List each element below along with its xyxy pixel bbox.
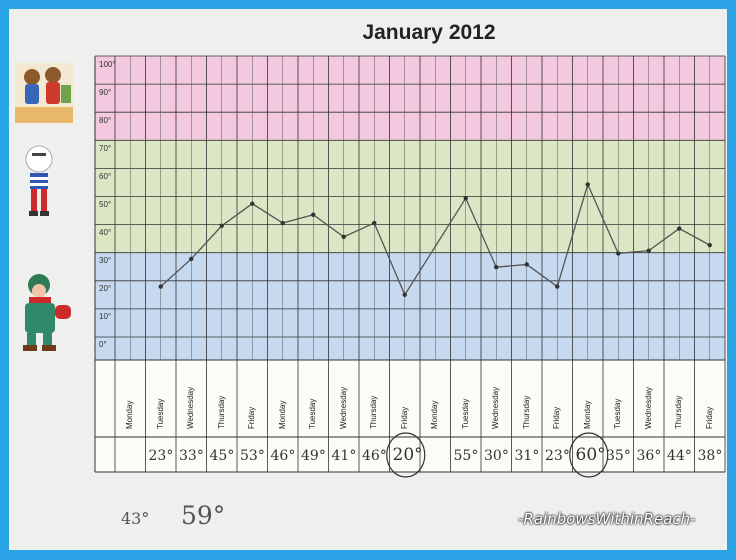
- day-label: Monday: [430, 400, 440, 429]
- temperature-point: [524, 262, 529, 267]
- day-label: Tuesday: [308, 398, 318, 429]
- day-label: Tuesday: [613, 398, 623, 429]
- temperature-point: [585, 182, 590, 187]
- day-label: Thursday: [674, 395, 684, 429]
- day-label: Friday: [399, 406, 409, 429]
- bears-illustration-icon: [15, 63, 73, 123]
- day-label: Wednesday: [338, 386, 348, 429]
- day-label: Friday: [552, 406, 562, 429]
- y-tick-label: 40°: [99, 227, 112, 237]
- y-tick-label: 80°: [99, 115, 112, 125]
- temperature-point: [189, 256, 194, 262]
- reading-label: 30°: [484, 448, 509, 464]
- reading-label: 41°: [331, 448, 357, 464]
- y-tick-label: 60°: [99, 171, 112, 181]
- label-area: [95, 360, 725, 472]
- temperature-point: [707, 242, 712, 248]
- y-tick-label: 90°: [99, 87, 112, 97]
- note-left: 43°: [121, 509, 150, 528]
- day-label: Wednesday: [643, 386, 653, 429]
- y-tick-label: 0°: [99, 339, 107, 349]
- temperature-series-line: [160, 182, 711, 297]
- temperature-point: [219, 223, 224, 228]
- band-hot: [95, 56, 725, 141]
- circle-highlight: [569, 432, 609, 478]
- reading-label: 31°: [514, 448, 540, 464]
- temperature-chart: [94, 55, 726, 478]
- reading-label: 46°: [362, 448, 387, 464]
- reading-label: 55°: [453, 448, 479, 464]
- reading-label: 49°: [301, 448, 326, 464]
- y-tick-label: 30°: [99, 255, 112, 265]
- reading-label: 53°: [240, 448, 265, 464]
- y-tick-label: 100°: [99, 60, 116, 69]
- day-label: Tuesday: [155, 398, 165, 429]
- reading-label: 44°: [667, 448, 692, 464]
- reading-label: 38°: [697, 448, 723, 464]
- reading-label: 46°: [270, 448, 296, 464]
- temperature-point: [463, 196, 468, 201]
- temperature-point: [494, 265, 499, 270]
- temperature-point: [402, 292, 407, 297]
- reading-label: 23°: [148, 448, 174, 464]
- day-label: Friday: [247, 406, 257, 429]
- day-label: Monday: [582, 400, 592, 429]
- reading-label: 36°: [636, 448, 662, 464]
- day-label: Thursday: [521, 395, 531, 429]
- reading-label: 35°: [606, 448, 631, 464]
- temperature-point: [677, 226, 682, 231]
- day-label: Friday: [704, 406, 714, 429]
- temperature-point: [341, 234, 346, 240]
- page-title: January 2012: [362, 21, 496, 44]
- temperature-point: [311, 212, 316, 217]
- watermark: -RainbowsWithinReach-: [518, 510, 696, 528]
- snowman-illustration-icon: [21, 143, 57, 229]
- temperature-point: [372, 220, 377, 226]
- day-label: Monday: [125, 400, 135, 429]
- day-label: Thursday: [216, 395, 226, 429]
- reading-label: 45°: [209, 448, 235, 464]
- temperature-point: [646, 248, 651, 253]
- day-label: Thursday: [369, 395, 379, 429]
- y-tick-label: 10°: [99, 311, 112, 321]
- paper-sheet: January 2012: [9, 9, 727, 550]
- circle-highlight: [386, 432, 426, 478]
- day-label: Wednesday: [491, 386, 501, 429]
- day-label: Tuesday: [460, 398, 470, 429]
- temperature-point: [158, 284, 163, 289]
- temperature-point: [250, 201, 255, 206]
- y-tick-label: 70°: [99, 143, 112, 153]
- winter-child-illustration-icon: [15, 271, 77, 353]
- note-right: 59°: [181, 501, 226, 530]
- temperature-point: [555, 284, 560, 289]
- day-label: Wednesday: [186, 386, 196, 429]
- y-tick-label: 50°: [99, 199, 112, 209]
- band-cool: [95, 252, 725, 360]
- y-tick-label: 20°: [99, 283, 112, 293]
- reading-label: 20°: [392, 445, 423, 465]
- reading-label: 23°: [545, 448, 570, 464]
- day-label: Monday: [277, 400, 287, 429]
- temperature-point: [616, 251, 621, 256]
- reading-label: 60°: [575, 445, 606, 465]
- reading-label: 33°: [179, 448, 204, 464]
- temperature-point: [280, 220, 285, 226]
